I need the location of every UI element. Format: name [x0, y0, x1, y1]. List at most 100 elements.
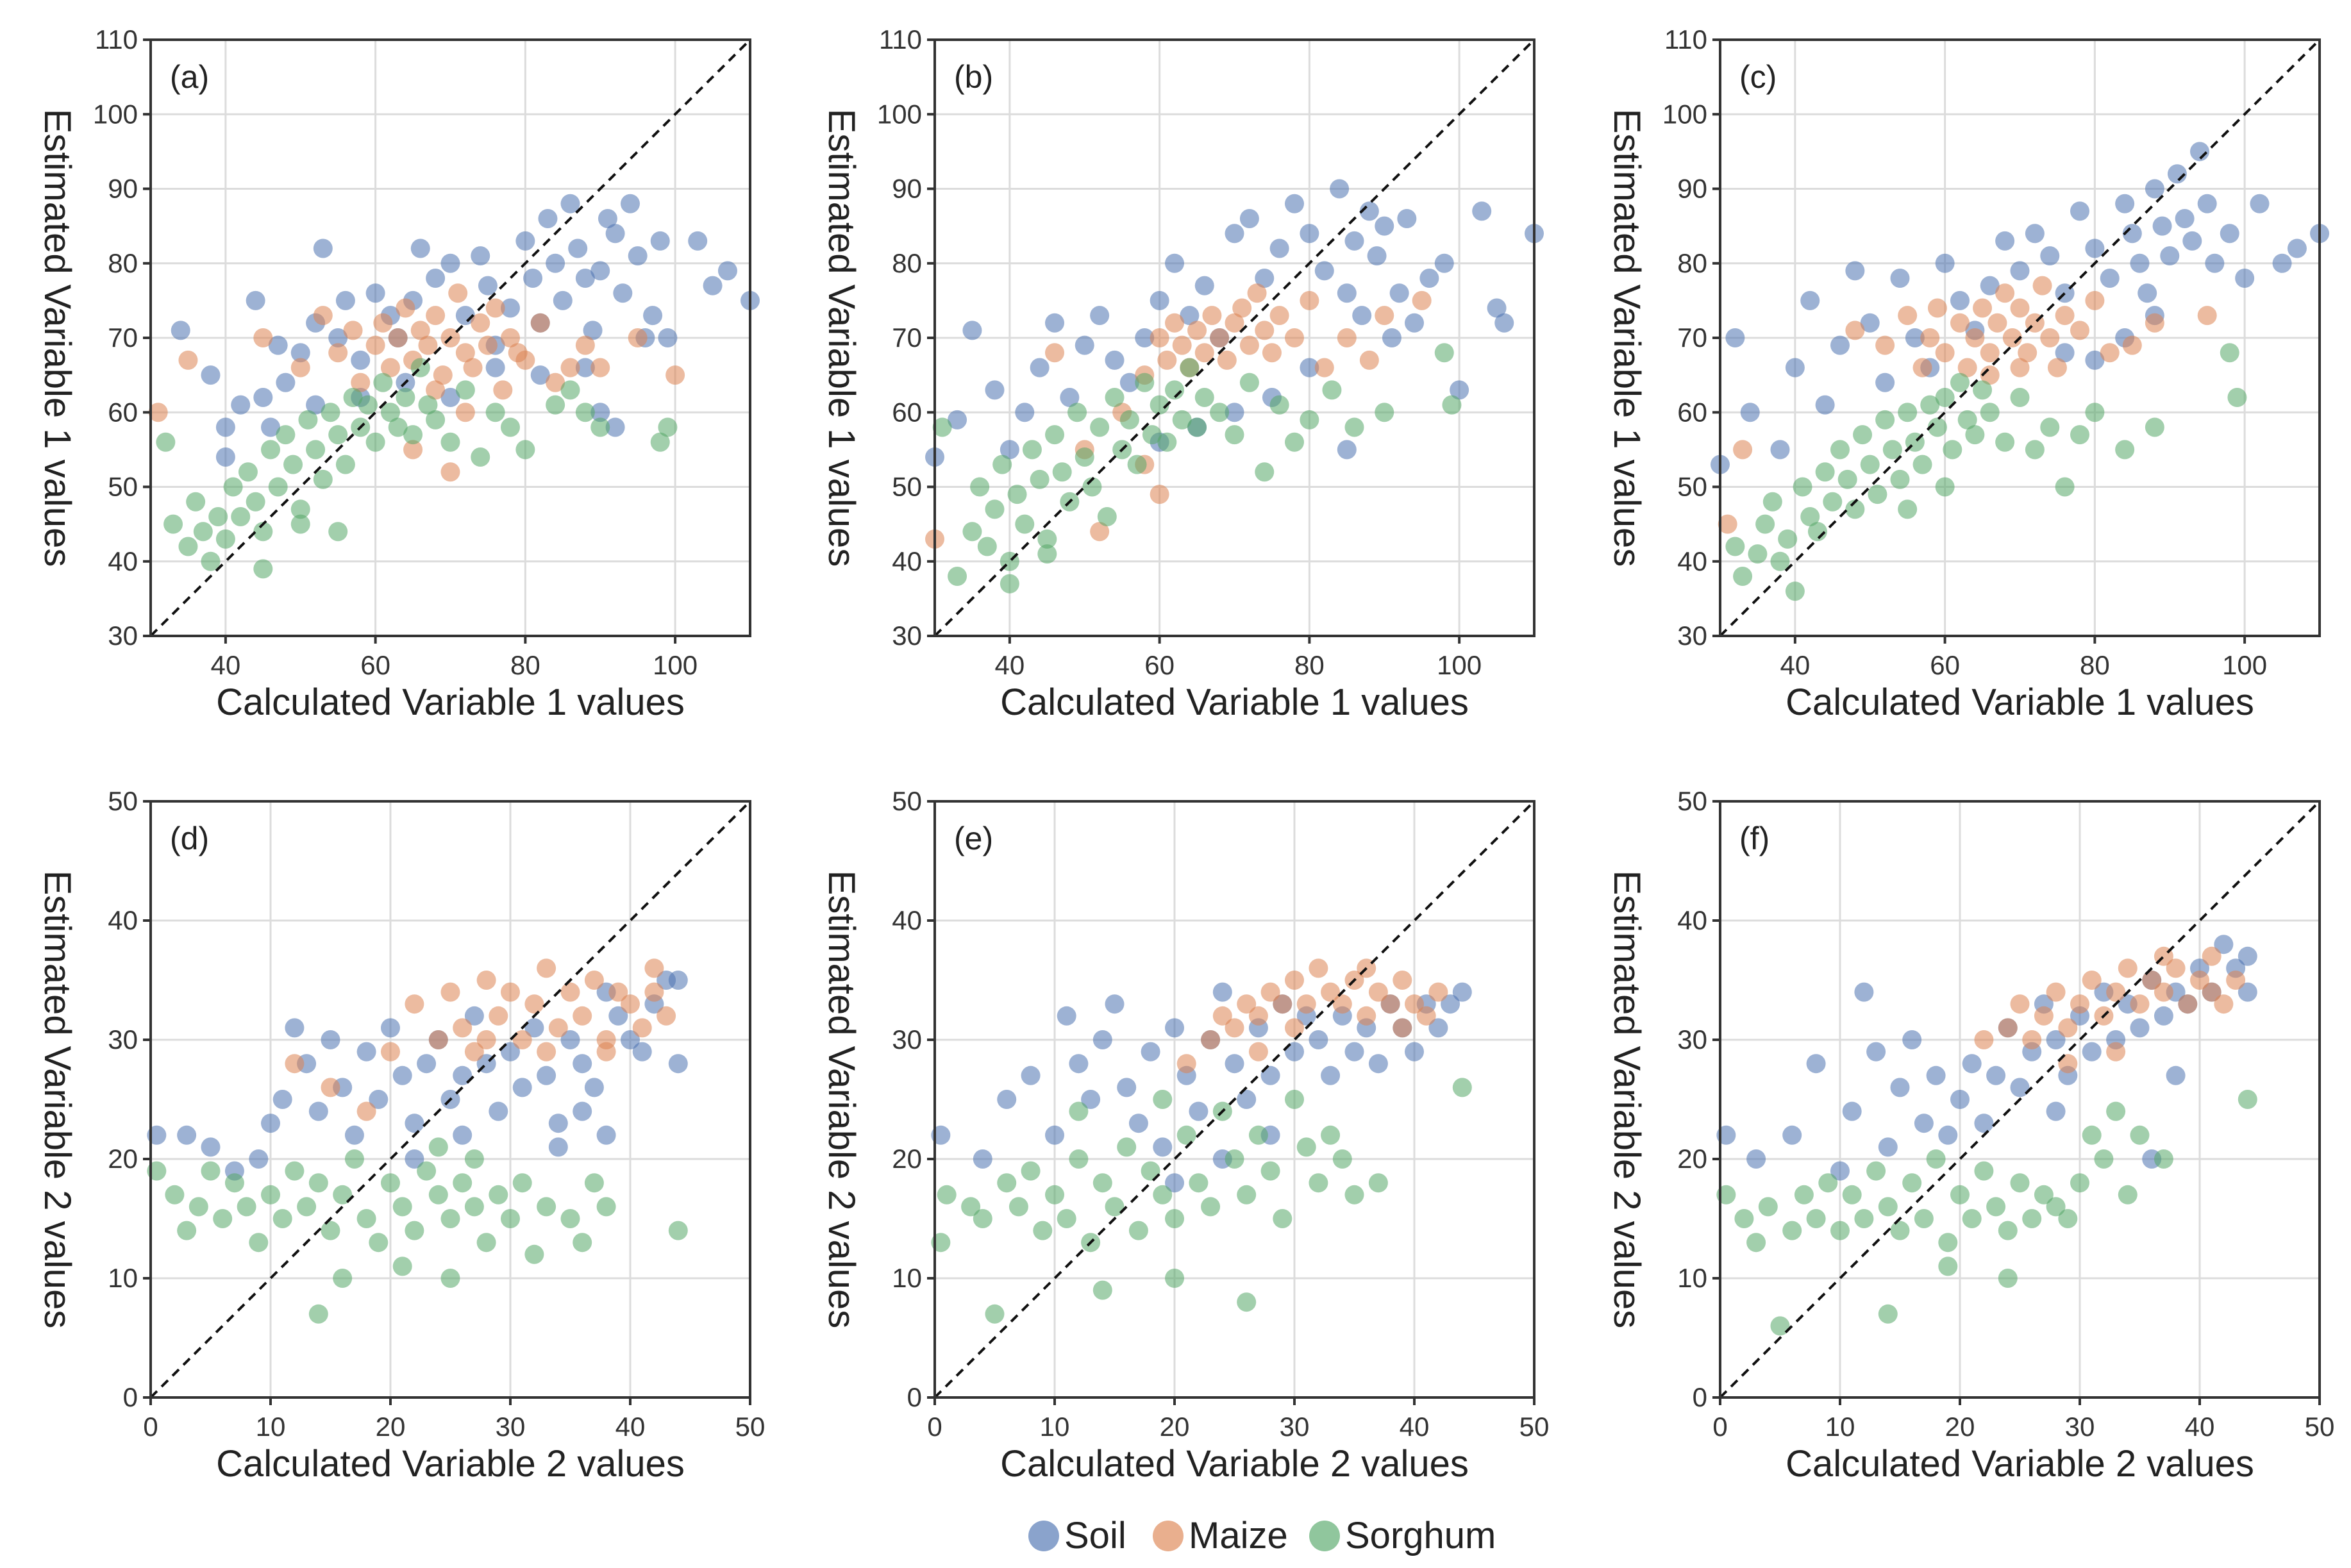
point-sorghum	[1067, 403, 1087, 422]
point-maize	[2226, 971, 2246, 990]
y-tick-label: 70	[892, 322, 922, 353]
x-axis-label: Calculated Variable 2 values	[1786, 1443, 2254, 1485]
point-maize	[1285, 328, 1304, 347]
point-soil	[1075, 335, 1094, 355]
point-soil	[548, 1137, 568, 1157]
point-sorghum	[297, 1197, 317, 1217]
point-sorghum	[2082, 1125, 2102, 1145]
y-tick-label: 30	[1677, 1024, 1707, 1055]
y-tick-label: 40	[108, 905, 138, 935]
point-maize	[476, 1030, 496, 1049]
point-soil	[2190, 142, 2209, 162]
point-maize	[2085, 290, 2105, 310]
x-tick-label: 10	[1825, 1412, 1855, 1442]
point-sorghum	[650, 432, 670, 452]
y-tick-label: 100	[93, 99, 138, 129]
point-sorghum	[306, 440, 326, 460]
x-tick-label: 30	[2065, 1412, 2095, 1442]
point-maize	[2202, 946, 2221, 966]
point-soil	[1119, 372, 1139, 392]
point-maize	[433, 365, 453, 385]
point-sorghum	[537, 1197, 556, 1217]
point-sorghum	[1725, 537, 1745, 556]
x-tick-label: 30	[1280, 1412, 1310, 1442]
point-sorghum	[1172, 410, 1192, 430]
point-soil	[1285, 194, 1304, 213]
y-axis-label: Estimated Variable 1 values	[821, 109, 862, 567]
point-sorghum	[1057, 1209, 1076, 1228]
point-sorghum	[1890, 469, 1910, 489]
point-soil	[1225, 1054, 1244, 1074]
point-maize	[573, 1006, 592, 1026]
point-maize	[365, 335, 385, 355]
legend: Soil Maize Sorghum	[1028, 1515, 1496, 1556]
point-soil	[2145, 179, 2164, 199]
x-tick-label: 60	[360, 650, 390, 680]
point-sorghum	[333, 1269, 353, 1288]
point-soil	[344, 1125, 364, 1145]
point-soil	[1300, 224, 1319, 244]
point-maize	[410, 321, 430, 340]
point-sorghum	[1935, 388, 1955, 407]
point-sorghum	[524, 1244, 544, 1264]
y-tick-label: 40	[1677, 546, 1707, 576]
point-sorghum	[1189, 1173, 1209, 1193]
point-soil	[249, 1149, 269, 1169]
x-tick-label: 40	[995, 650, 1025, 680]
point-sorghum	[1082, 477, 1102, 497]
point-sorghum	[596, 1197, 616, 1217]
point-soil	[1337, 440, 1357, 460]
x-tick-label: 100	[653, 650, 698, 680]
point-soil	[2160, 246, 2180, 266]
point-sorghum	[512, 1173, 532, 1193]
point-soil	[369, 1090, 389, 1109]
point-sorghum	[590, 417, 610, 437]
point-sorghum	[1806, 1209, 1826, 1228]
point-sorghum	[1875, 410, 1895, 430]
x-axis-label: Calculated Variable 2 values	[216, 1443, 685, 1485]
point-soil	[1950, 290, 1970, 310]
y-tick-label: 50	[892, 472, 922, 502]
point-sorghum	[1830, 1221, 1850, 1240]
panel-label: (f)	[1739, 821, 1770, 856]
point-sorghum	[1030, 469, 1050, 489]
point-sorghum	[356, 1209, 376, 1228]
point-sorghum	[428, 1185, 448, 1205]
point-soil	[1269, 238, 1289, 258]
y-axis-label: Estimated Variable 1 values	[37, 109, 78, 567]
point-soil	[2046, 1030, 2066, 1049]
point-soil	[2152, 216, 2172, 236]
point-maize	[285, 1054, 305, 1074]
x-axis-label: Calculated Variable 2 values	[1000, 1443, 1469, 1485]
point-soil	[1830, 335, 1850, 355]
point-soil	[1830, 1161, 1850, 1181]
point-sorghum	[1135, 372, 1155, 392]
point-sorghum	[272, 1209, 292, 1228]
point-maize	[2040, 328, 2060, 347]
point-maize	[476, 971, 496, 990]
point-soil	[1150, 290, 1169, 310]
point-maize	[1248, 1006, 1268, 1026]
point-maize	[2202, 982, 2221, 1002]
y-tick-label: 30	[108, 1024, 138, 1055]
y-tick-label: 80	[1677, 248, 1707, 278]
y-tick-label: 110	[879, 24, 922, 54]
point-soil	[997, 1090, 1017, 1109]
point-sorghum	[1800, 507, 1820, 526]
point-sorghum	[1260, 1161, 1280, 1181]
x-axis-label: Calculated Variable 1 values	[1000, 681, 1469, 723]
point-soil	[1189, 1101, 1209, 1121]
point-soil	[313, 238, 333, 258]
point-soil	[608, 1006, 628, 1026]
point-maize	[478, 335, 498, 355]
point-maize	[515, 350, 535, 370]
point-maize	[2190, 971, 2209, 990]
point-maize	[1428, 982, 1448, 1002]
point-sorghum	[1957, 410, 1977, 430]
point-sorghum	[1868, 485, 1887, 505]
point-sorghum	[1938, 1256, 1958, 1276]
point-sorghum	[2106, 1101, 2126, 1121]
y-tick-label: 40	[892, 546, 922, 576]
point-sorghum	[1045, 1185, 1064, 1205]
